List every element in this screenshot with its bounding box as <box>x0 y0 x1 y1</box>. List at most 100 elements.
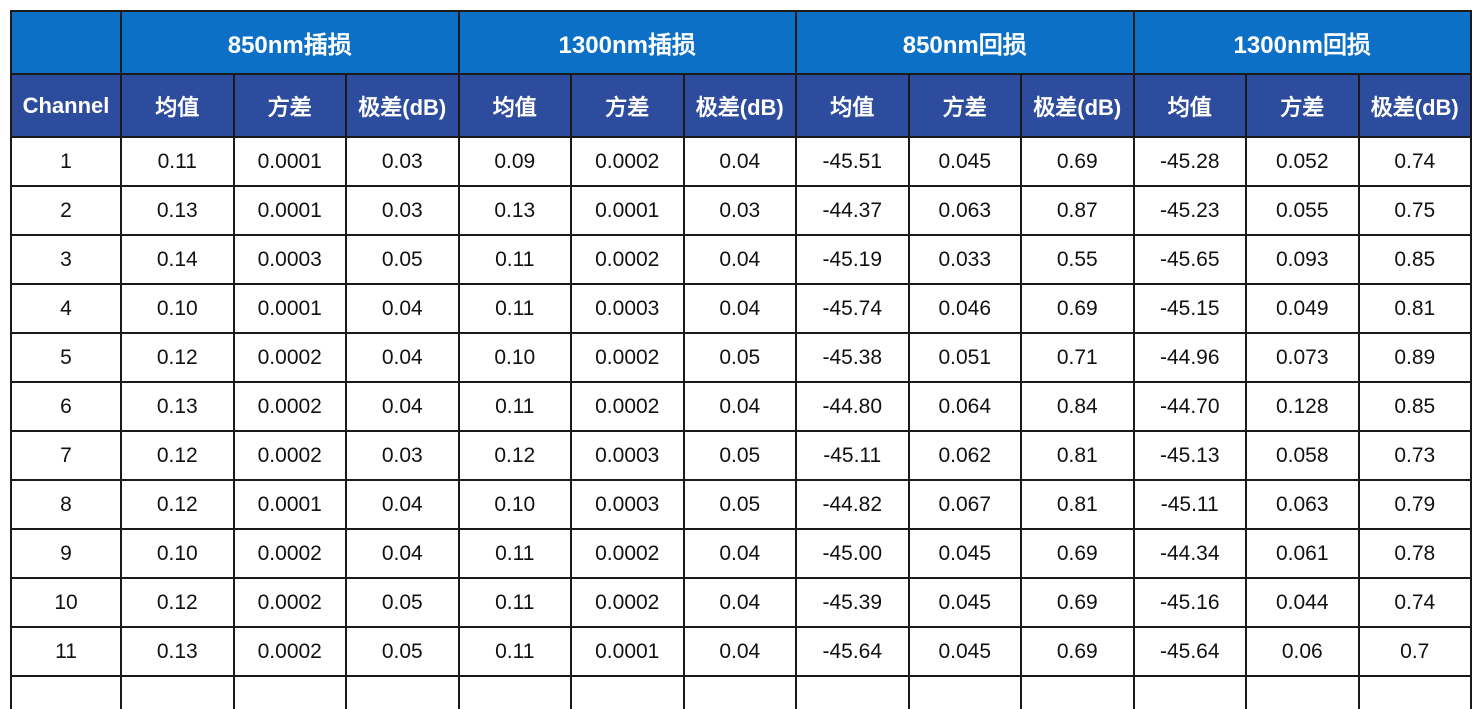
channel-cell: 10 <box>10 577 122 628</box>
value-cell-1: 0.14 <box>120 234 235 285</box>
value-cell-11: 0.073 <box>1245 332 1360 383</box>
table-row-channel-3: 3 0.14 0.0003 0.05 0.11 0.0002 0.04 -45.19 0.033… <box>10 234 1472 285</box>
value-cell-3: 0.04 <box>345 528 460 579</box>
value-cell-7: -44.80 <box>795 381 910 432</box>
value-cell-11: 0.058 <box>1245 430 1360 481</box>
group-header-3: 850nm回损 <box>795 10 1135 75</box>
channel-cell: 8 <box>10 479 122 530</box>
value-cell-5: 0.0002 <box>570 381 685 432</box>
value-cell-9: 0.69 <box>1020 577 1135 628</box>
value-cell-10: -45.65 <box>1132 234 1247 285</box>
value-cell-2: 0.0002 <box>232 577 347 628</box>
value-cell-11: 0.06 <box>1245 626 1360 677</box>
corner-cell <box>10 10 122 75</box>
value-cell-2: 0.0002 <box>232 381 347 432</box>
subheader-g4-3: 极差(dB) <box>1357 73 1472 138</box>
value-cell-2: 0.0001 <box>232 136 347 187</box>
subheader-g1-2: 方差 <box>232 73 347 138</box>
value-cell-6: 0.04 <box>682 283 797 334</box>
subheader-g1-3: 极差(dB) <box>345 73 460 138</box>
value-cell-1: 0.10 <box>120 283 235 334</box>
value-cell-3: 0.04 <box>345 381 460 432</box>
value-cell-5: 0.0003 <box>570 479 685 530</box>
value-cell-6: 0.05 <box>682 479 797 530</box>
value-cell-7: -45.00 <box>795 528 910 579</box>
channel-cell: 9 <box>10 528 122 579</box>
value-cell-4: 0.09 <box>457 136 572 187</box>
subheader-g3-3: 极差(dB) <box>1020 73 1135 138</box>
value-cell-5: 0.0002 <box>570 136 685 187</box>
subheader-g1-1: 均值 <box>120 73 235 138</box>
subheader-row: Channel 均值 方差 极差(dB) 均值 方差 极差(dB) 均值 方差 极差(dB) 均值… <box>10 73 1472 138</box>
value-cell-11: 0.044 <box>1245 577 1360 628</box>
value-cell-1: 0.13 <box>120 381 235 432</box>
value-cell-6: 0.04 <box>682 626 797 677</box>
table-row-channel-7: 7 0.12 0.0002 0.03 0.12 0.0003 0.05 -45.11 0.062… <box>10 430 1472 481</box>
value-cell-5: 0.0001 <box>570 185 685 236</box>
value-cell-12: 0.85 <box>1357 381 1472 432</box>
value-cell-7: -45.39 <box>795 577 910 628</box>
value-cell-5: 0.0002 <box>570 234 685 285</box>
value-cell-8: 0.063 <box>907 185 1022 236</box>
value-cell-10: -44.70 <box>1132 381 1247 432</box>
value-cell-4: 0.13 <box>457 185 572 236</box>
table-row-channel-2: 2 0.13 0.0001 0.03 0.13 0.0001 0.03 -44.37 0.063… <box>10 185 1472 236</box>
value-cell-11: 0.061 <box>1245 528 1360 579</box>
partial-cell <box>457 675 572 709</box>
partial-cell <box>682 675 797 709</box>
value-cell-8: 0.045 <box>907 626 1022 677</box>
value-cell-12: 0.73 <box>1357 430 1472 481</box>
value-cell-10: -45.23 <box>1132 185 1247 236</box>
partial-cell <box>345 675 460 709</box>
value-cell-4: 0.11 <box>457 577 572 628</box>
channel-cell: 5 <box>10 332 122 383</box>
partial-cell <box>120 675 235 709</box>
value-cell-10: -45.13 <box>1132 430 1247 481</box>
value-cell-11: 0.049 <box>1245 283 1360 334</box>
value-cell-3: 0.04 <box>345 479 460 530</box>
value-cell-7: -45.38 <box>795 332 910 383</box>
value-cell-12: 0.78 <box>1357 528 1472 579</box>
value-cell-3: 0.05 <box>345 626 460 677</box>
channel-header: Channel <box>10 73 122 138</box>
value-cell-8: 0.045 <box>907 136 1022 187</box>
partial-cell <box>795 675 910 709</box>
value-cell-7: -45.19 <box>795 234 910 285</box>
value-cell-6: 0.04 <box>682 528 797 579</box>
value-cell-12: 0.85 <box>1357 234 1472 285</box>
measurement-table: 850nm插损 1300nm插损 850nm回损 1300nm回损 Channel 均… <box>10 10 1472 709</box>
value-cell-1: 0.13 <box>120 626 235 677</box>
value-cell-6: 0.03 <box>682 185 797 236</box>
value-cell-7: -45.11 <box>795 430 910 481</box>
table-head: 850nm插损 1300nm插损 850nm回损 1300nm回损 Channel 均… <box>10 10 1472 138</box>
value-cell-6: 0.04 <box>682 234 797 285</box>
value-cell-11: 0.055 <box>1245 185 1360 236</box>
partial-row <box>10 675 1472 709</box>
value-cell-2: 0.0002 <box>232 528 347 579</box>
value-cell-1: 0.12 <box>120 332 235 383</box>
value-cell-8: 0.051 <box>907 332 1022 383</box>
table-row-channel-11: 11 0.13 0.0002 0.05 0.11 0.0001 0.04 -45.64 0.04… <box>10 626 1472 677</box>
value-cell-7: -45.51 <box>795 136 910 187</box>
value-cell-2: 0.0001 <box>232 185 347 236</box>
value-cell-9: 0.69 <box>1020 283 1135 334</box>
value-cell-4: 0.11 <box>457 528 572 579</box>
value-cell-5: 0.0001 <box>570 626 685 677</box>
group-header-row: 850nm插损 1300nm插损 850nm回损 1300nm回损 <box>10 10 1472 75</box>
subheader-g2-3: 极差(dB) <box>682 73 797 138</box>
table-row-channel-9: 9 0.10 0.0002 0.04 0.11 0.0002 0.04 -45.00 0.045… <box>10 528 1472 579</box>
value-cell-2: 0.0002 <box>232 332 347 383</box>
value-cell-4: 0.11 <box>457 626 572 677</box>
value-cell-12: 0.89 <box>1357 332 1472 383</box>
channel-cell: 11 <box>10 626 122 677</box>
partial-cell <box>570 675 685 709</box>
value-cell-10: -45.15 <box>1132 283 1247 334</box>
value-cell-12: 0.79 <box>1357 479 1472 530</box>
value-cell-5: 0.0002 <box>570 528 685 579</box>
value-cell-11: 0.128 <box>1245 381 1360 432</box>
value-cell-9: 0.69 <box>1020 528 1135 579</box>
value-cell-3: 0.03 <box>345 185 460 236</box>
value-cell-8: 0.046 <box>907 283 1022 334</box>
value-cell-3: 0.03 <box>345 136 460 187</box>
value-cell-6: 0.04 <box>682 381 797 432</box>
